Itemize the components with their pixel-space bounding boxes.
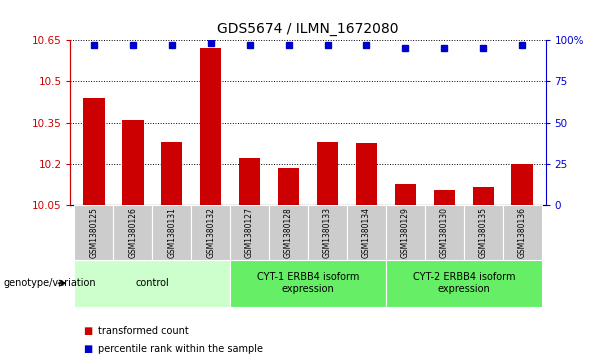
Bar <box>356 143 377 205</box>
Text: GSM1380133: GSM1380133 <box>323 207 332 258</box>
Bar <box>308 205 347 260</box>
Text: GSM1380132: GSM1380132 <box>206 207 215 258</box>
Text: GSM1380135: GSM1380135 <box>479 207 488 258</box>
Bar <box>74 260 230 307</box>
Bar <box>83 98 105 205</box>
Text: GSM1380125: GSM1380125 <box>89 207 98 258</box>
Text: ■: ■ <box>83 344 92 354</box>
Bar <box>347 205 386 260</box>
Bar <box>161 142 183 205</box>
Bar <box>152 205 191 260</box>
Text: CYT-2 ERBB4 isoform
expression: CYT-2 ERBB4 isoform expression <box>413 272 515 294</box>
Text: genotype/variation: genotype/variation <box>3 278 96 288</box>
Text: control: control <box>135 278 169 288</box>
Bar <box>386 260 542 307</box>
Text: GSM1380128: GSM1380128 <box>284 207 293 258</box>
Bar <box>464 205 503 260</box>
Bar <box>230 205 269 260</box>
Text: ■: ■ <box>83 326 92 336</box>
Text: GSM1380134: GSM1380134 <box>362 207 371 258</box>
Bar <box>269 205 308 260</box>
Bar <box>113 205 152 260</box>
Bar <box>122 120 143 205</box>
Bar <box>191 205 230 260</box>
Text: transformed count: transformed count <box>98 326 189 336</box>
Text: CYT-1 ERBB4 isoform
expression: CYT-1 ERBB4 isoform expression <box>257 272 359 294</box>
Text: GSM1380126: GSM1380126 <box>128 207 137 258</box>
Bar <box>511 164 533 205</box>
Bar <box>386 205 425 260</box>
Bar <box>230 260 386 307</box>
Bar <box>433 190 455 205</box>
Text: GSM1380130: GSM1380130 <box>440 207 449 258</box>
Title: GDS5674 / ILMN_1672080: GDS5674 / ILMN_1672080 <box>217 22 399 36</box>
Bar <box>503 205 542 260</box>
Bar <box>74 205 113 260</box>
Bar <box>395 184 416 205</box>
Bar <box>317 142 338 205</box>
Bar <box>425 205 464 260</box>
Bar <box>473 187 494 205</box>
Text: percentile rank within the sample: percentile rank within the sample <box>98 344 263 354</box>
Text: GSM1380136: GSM1380136 <box>518 207 527 258</box>
Text: GSM1380131: GSM1380131 <box>167 207 177 258</box>
Text: GSM1380127: GSM1380127 <box>245 207 254 258</box>
Bar <box>200 48 221 205</box>
Bar <box>239 158 261 205</box>
Text: GSM1380129: GSM1380129 <box>401 207 410 258</box>
Bar <box>278 168 299 205</box>
